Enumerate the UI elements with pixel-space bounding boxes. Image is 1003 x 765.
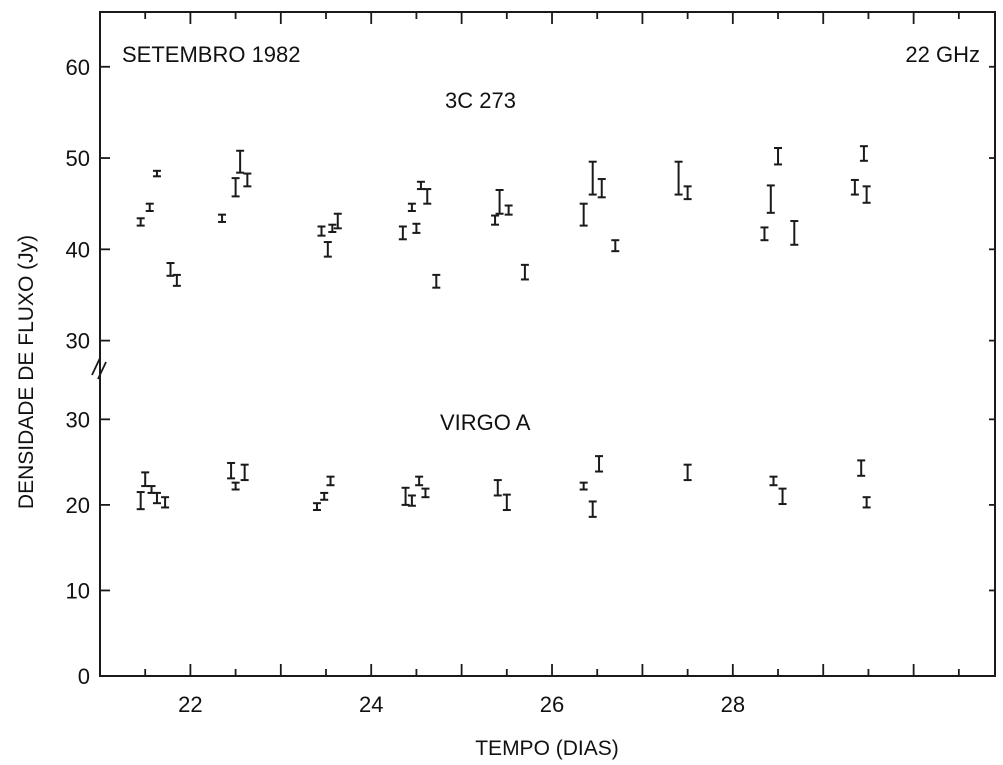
data-point bbox=[141, 471, 150, 488]
data-point bbox=[766, 184, 775, 214]
data-point bbox=[579, 481, 588, 491]
data-point bbox=[504, 204, 513, 216]
data-point bbox=[398, 225, 407, 241]
data-point bbox=[850, 178, 859, 196]
data-point bbox=[579, 202, 588, 227]
data-point bbox=[231, 177, 240, 198]
data-point bbox=[862, 496, 871, 509]
data-point bbox=[227, 461, 236, 480]
x-tick-label: 26 bbox=[540, 692, 564, 717]
annotation-frequency: 22 GHz bbox=[905, 42, 980, 67]
data-point bbox=[611, 239, 620, 253]
data-point bbox=[152, 491, 161, 505]
data-point bbox=[774, 147, 783, 166]
data-point bbox=[423, 188, 432, 205]
data-point bbox=[172, 273, 181, 287]
data-point bbox=[862, 185, 871, 204]
data-point bbox=[415, 475, 424, 487]
data-point bbox=[595, 455, 604, 473]
data-point bbox=[588, 160, 597, 196]
data-point bbox=[407, 494, 416, 507]
data-point bbox=[412, 222, 421, 234]
y-tick-label: 30 bbox=[66, 407, 90, 432]
data-point bbox=[597, 178, 606, 199]
data-point bbox=[432, 273, 441, 289]
data-point bbox=[161, 496, 170, 509]
annotation-month: SETEMBRO 1982 bbox=[122, 42, 301, 67]
y-tick-label: 20 bbox=[66, 493, 90, 518]
data-point bbox=[520, 263, 529, 281]
data-point bbox=[502, 493, 511, 512]
y-tick-label: 40 bbox=[66, 237, 90, 262]
x-axis-label: TEMPO (DIAS) bbox=[475, 737, 619, 760]
data-point bbox=[790, 220, 799, 246]
y-tick-label: 10 bbox=[66, 578, 90, 603]
data-point bbox=[683, 185, 692, 201]
data-point bbox=[588, 500, 597, 518]
data-point bbox=[421, 487, 430, 499]
data-point bbox=[243, 172, 252, 188]
x-tick-label: 24 bbox=[359, 692, 383, 717]
data-point bbox=[166, 262, 175, 277]
data-point bbox=[674, 160, 683, 196]
data-point bbox=[236, 149, 245, 174]
data-point bbox=[416, 180, 425, 191]
data-point bbox=[136, 217, 145, 227]
data-point bbox=[312, 502, 321, 512]
data-point bbox=[231, 481, 240, 491]
data-point bbox=[769, 475, 778, 487]
data-point bbox=[323, 241, 332, 258]
data-point bbox=[760, 226, 769, 242]
data-point bbox=[859, 145, 868, 162]
x-axis: 22 24 26 28 bbox=[144, 12, 960, 717]
plot-frame bbox=[99, 11, 996, 677]
y-tick-label: 60 bbox=[66, 55, 90, 80]
y-tick-label: 50 bbox=[66, 146, 90, 171]
data-point bbox=[240, 463, 249, 482]
data-point bbox=[493, 479, 502, 497]
y-tick-label: 0 bbox=[78, 664, 90, 689]
data-point bbox=[328, 223, 337, 233]
x-tick-label: 22 bbox=[178, 692, 202, 717]
data-point bbox=[152, 169, 161, 178]
data-point bbox=[857, 459, 866, 477]
data-point bbox=[778, 487, 787, 506]
data-point bbox=[218, 213, 227, 223]
data-point bbox=[407, 202, 416, 212]
y-axis-label: DENSIDADE DE FLUXO (Jy) bbox=[15, 235, 38, 509]
data-point bbox=[136, 491, 145, 511]
data-point bbox=[317, 225, 326, 237]
data-point bbox=[491, 214, 500, 226]
data-point bbox=[683, 463, 692, 482]
series-label-virgo-a: VIRGO A bbox=[440, 410, 531, 435]
data-point bbox=[145, 202, 154, 212]
data-point bbox=[495, 189, 504, 215]
lower-panel: 0 10 20 30 bbox=[66, 407, 995, 689]
data-point bbox=[147, 485, 156, 494]
data-point bbox=[333, 212, 342, 230]
series-label-3c273: 3C 273 bbox=[445, 88, 516, 113]
axis-break-marker bbox=[91, 357, 107, 380]
y-tick-label: 30 bbox=[66, 329, 90, 354]
x-tick-label: 28 bbox=[721, 692, 745, 717]
data-point bbox=[320, 491, 329, 501]
upper-panel: 30 40 50 60 bbox=[66, 55, 995, 354]
data-point bbox=[326, 475, 335, 487]
